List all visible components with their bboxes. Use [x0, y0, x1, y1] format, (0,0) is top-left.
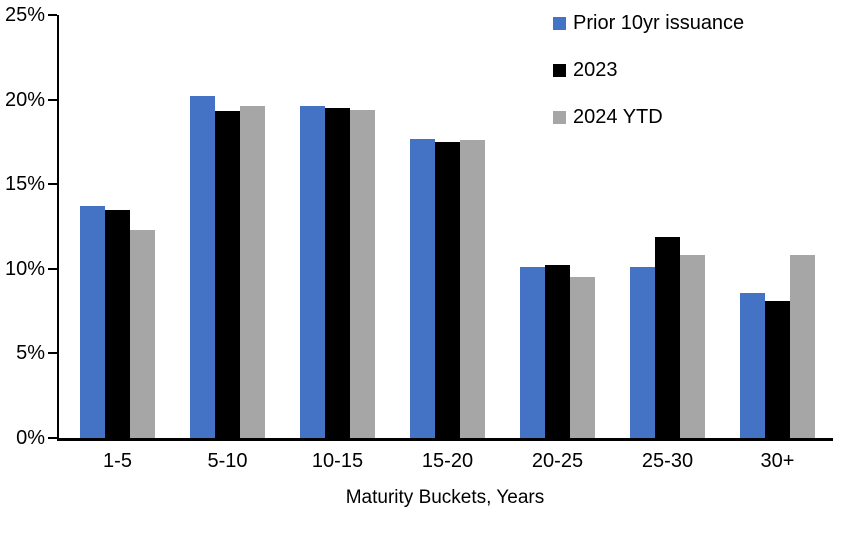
bar: [680, 255, 705, 438]
x-axis-category-label: 20-25: [531, 450, 584, 472]
y-axis-tick-label: 0%: [16, 427, 45, 449]
bar: [435, 141, 460, 438]
bar: [80, 206, 105, 438]
bar: [240, 106, 265, 438]
bar: [655, 236, 680, 438]
x-axis-category-label: 25-30: [641, 450, 694, 472]
legend-marker-icon: [553, 16, 566, 30]
y-axis-tick-label: 15%: [4, 173, 45, 196]
legend-marker-icon: [553, 110, 566, 124]
y-axis-tick: [48, 437, 57, 439]
bar: [630, 267, 655, 438]
legend-item: Prior 10yr issuance: [553, 10, 744, 36]
x-axis-category-label: 10-15: [311, 450, 364, 472]
bar: [300, 106, 325, 438]
x-axis-category-label: 1-5: [103, 450, 132, 472]
y-axis-tick: [48, 267, 57, 270]
bar: [765, 300, 790, 438]
plot-area: 0% 5% 10% 15% 20% 25%: [5, 4, 833, 449]
legend-label: 2023: [573, 59, 618, 81]
legend: Prior 10yr issuance 2023 2024 YTD: [553, 10, 744, 151]
bar: [215, 111, 240, 438]
bar: [545, 265, 570, 438]
bar: [325, 108, 350, 438]
y-axis-tick: [48, 352, 57, 355]
x-axis-category-label: 15-20: [421, 450, 474, 472]
bar: [740, 292, 765, 438]
y-axis-tick-label: 25%: [4, 4, 45, 26]
y-axis-tick-label: 5%: [16, 342, 45, 365]
x-axis-category-label: 30+: [760, 450, 795, 472]
legend-item: 2024 YTD: [553, 104, 744, 130]
y-axis-tick-label: 10%: [4, 257, 45, 280]
bar: [460, 140, 485, 438]
bar: [790, 255, 815, 438]
bar: [350, 109, 375, 438]
legend-label: 2024 YTD: [573, 106, 663, 128]
legend-label: Prior 10yr issuance: [573, 12, 745, 34]
bar: [520, 267, 545, 438]
legend-item: 2023: [553, 57, 744, 83]
y-axis-tick: [48, 98, 57, 101]
bar: [570, 277, 595, 438]
bar: [105, 209, 130, 438]
x-axis-title: Maturity Buckets, Years: [345, 487, 545, 508]
legend-marker-icon: [553, 63, 566, 77]
y-axis-tick-label: 20%: [4, 88, 45, 111]
bar: [130, 229, 155, 438]
bar: [410, 138, 435, 438]
y-axis-tick: [48, 14, 57, 16]
y-axis-tick: [48, 183, 57, 186]
bar: [190, 96, 215, 438]
x-axis-category-label: 5-10: [207, 450, 248, 472]
